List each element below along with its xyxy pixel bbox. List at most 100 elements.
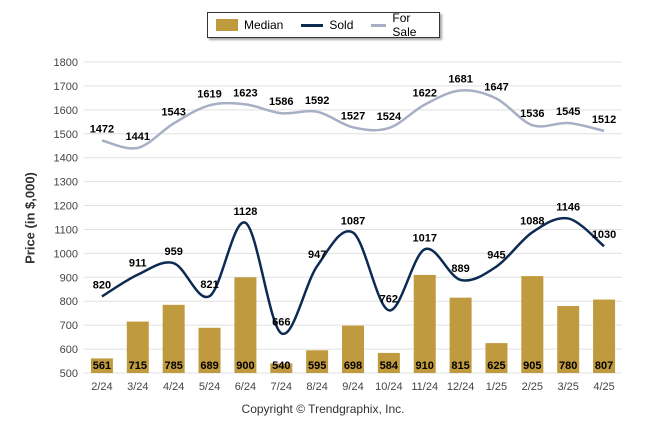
x-tick-label: 2/24 (91, 381, 112, 393)
for-sale-data-label: 1543 (161, 106, 185, 118)
sold-data-label: 1088 (520, 215, 544, 227)
median-bar (449, 297, 472, 373)
for-sale-data-label: 1647 (484, 82, 508, 94)
median-data-label: 785 (164, 360, 182, 372)
x-tick-label: 8/24 (306, 381, 327, 393)
median-bar (557, 306, 580, 373)
x-tick-label: 4/24 (163, 381, 184, 393)
median-bar (485, 343, 508, 373)
for-sale-data-label: 1619 (197, 88, 221, 100)
y-tick-label: 800 (60, 296, 78, 308)
y-tick-label: 1600 (54, 105, 78, 117)
median-bar (521, 276, 544, 373)
y-tick-label: 700 (60, 320, 78, 332)
sold-data-label: 666 (272, 316, 290, 328)
legend-label-median: Median (244, 18, 284, 32)
legend-item-sold: Sold (301, 18, 353, 32)
y-tick-label: 900 (60, 272, 78, 284)
median-bar (162, 304, 185, 373)
sold-data-label: 1087 (341, 216, 365, 228)
sold-data-label: 1146 (556, 201, 580, 213)
y-axis-label: Price (in $,000) (22, 172, 38, 264)
y-tick-label: 1700 (54, 81, 78, 93)
x-tick-label: 2/25 (522, 381, 543, 393)
for-sale-data-label: 1586 (269, 96, 293, 108)
sold-data-label: 945 (487, 250, 505, 262)
x-tick-label: 11/24 (411, 381, 438, 393)
median-bar (90, 358, 113, 373)
median-bar (198, 327, 221, 373)
median-bar (126, 321, 149, 373)
median-bar (234, 277, 257, 373)
median-bar (413, 274, 436, 373)
median-data-label: 561 (93, 360, 111, 372)
legend-label-for-sale: For Sale (392, 11, 417, 39)
for-sale-swatch (371, 23, 387, 27)
legend-label-sold: Sold (329, 18, 354, 32)
median-data-label: 698 (344, 360, 362, 372)
for-sale-data-label: 1622 (412, 88, 436, 100)
sold-data-label: 821 (200, 279, 218, 291)
median-data-label: 715 (129, 360, 147, 372)
data-labels: 561 715 785 689 900 540 595 698 584 910 815 625 905 7… (90, 73, 617, 372)
series-lines (101, 89, 605, 335)
y-tick-label: 1800 (54, 57, 78, 69)
median-bar (270, 363, 293, 373)
gridlines (84, 61, 622, 374)
x-tick-label: 6/24 (235, 381, 256, 393)
x-tick-label: 9/24 (342, 381, 363, 393)
y-tick-label: 1300 (54, 177, 78, 189)
x-tick-label: 3/25 (557, 381, 578, 393)
y-tick-label: 1100 (54, 224, 78, 236)
for-sale-data-label: 1681 (448, 73, 472, 85)
median-data-label: 689 (200, 360, 218, 372)
for-sale-data-label: 1472 (90, 123, 114, 135)
sold-data-label: 820 (93, 279, 111, 291)
y-tick-label: 1400 (54, 153, 78, 165)
sold-line (101, 216, 605, 335)
x-tick-label: 12/24 (447, 381, 475, 393)
median-data-label: 807 (595, 360, 613, 372)
y-tick-label: 600 (60, 344, 78, 356)
median-bar (377, 352, 400, 373)
x-tick-label: 7/24 (271, 381, 292, 393)
median-swatch (216, 19, 238, 31)
for-sale-line (101, 89, 605, 150)
x-tick-label: 1/25 (486, 381, 507, 393)
median-bars (90, 274, 616, 373)
sold-data-label: 762 (380, 293, 398, 305)
x-tick-label: 5/24 (199, 381, 220, 393)
y-tick-label: 1000 (54, 248, 78, 260)
legend: Median Sold For Sale (207, 11, 440, 39)
y-tick-label: 1200 (54, 201, 78, 213)
for-sale-data-label: 1545 (556, 106, 580, 118)
legend-item-for-sale: For Sale (371, 11, 423, 39)
for-sale-data-label: 1527 (341, 110, 365, 122)
x-tick-label: 4/25 (593, 381, 614, 393)
sold-data-label: 959 (164, 246, 182, 258)
median-data-label: 595 (308, 360, 326, 372)
x-tick-labels: 2/24 3/24 4/24 5/24 6/24 7/24 8/24 9/24 10/24 11/… (91, 381, 615, 393)
sold-data-label: 889 (451, 263, 469, 275)
y-tick-labels: 500 600 700 800 900 1000 1100 1200 1300 1400 1500 1… (54, 57, 78, 380)
median-data-label: 625 (487, 360, 505, 372)
x-tick-label: 3/24 (127, 381, 148, 393)
for-sale-data-label: 1592 (305, 95, 329, 107)
sold-data-label: 1128 (233, 206, 257, 218)
median-data-label: 900 (236, 360, 254, 372)
sold-data-label: 1030 (592, 229, 616, 241)
median-data-label: 910 (416, 360, 434, 372)
sold-data-label: 911 (129, 258, 147, 270)
median-data-label: 584 (380, 360, 399, 372)
copyright-text: Copyright © Trendgraphix, Inc. (241, 402, 405, 416)
y-tick-label: 1500 (54, 129, 78, 141)
median-data-label: 780 (559, 360, 577, 372)
for-sale-data-label: 1441 (126, 131, 150, 143)
sold-swatch (301, 23, 324, 27)
median-bar (342, 325, 364, 373)
legend-item-median: Median (216, 18, 283, 32)
x-tick-label: 10/24 (375, 381, 403, 393)
median-bar (593, 299, 616, 373)
for-sale-data-label: 1536 (520, 108, 544, 120)
